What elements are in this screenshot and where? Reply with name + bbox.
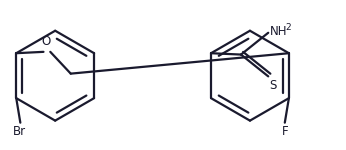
Text: S: S xyxy=(270,79,277,92)
Text: 2: 2 xyxy=(285,23,291,32)
Text: NH: NH xyxy=(270,25,287,38)
Text: F: F xyxy=(282,125,288,138)
Text: O: O xyxy=(42,35,51,48)
Text: Br: Br xyxy=(12,125,26,138)
